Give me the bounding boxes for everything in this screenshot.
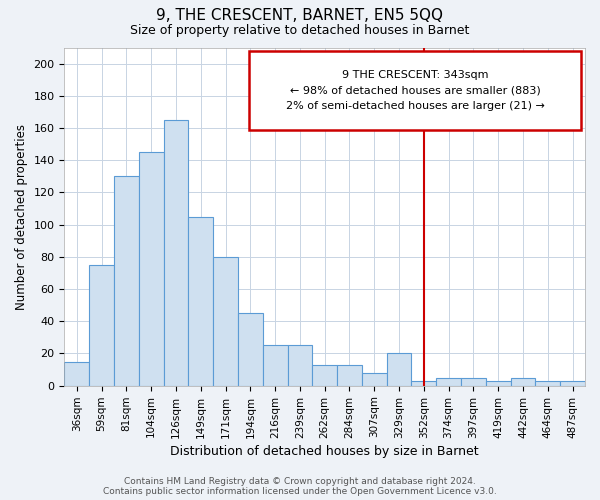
Bar xyxy=(412,381,436,386)
Bar xyxy=(461,378,486,386)
X-axis label: Distribution of detached houses by size in Barnet: Distribution of detached houses by size … xyxy=(170,444,479,458)
Bar xyxy=(337,365,362,386)
Bar xyxy=(511,378,535,386)
Text: Size of property relative to detached houses in Barnet: Size of property relative to detached ho… xyxy=(130,24,470,37)
Text: 9 THE CRESCENT: 343sqm
← 98% of detached houses are smaller (883)
2% of semi-det: 9 THE CRESCENT: 343sqm ← 98% of detached… xyxy=(286,70,545,111)
Y-axis label: Number of detached properties: Number of detached properties xyxy=(15,124,28,310)
Bar xyxy=(263,346,287,386)
Bar xyxy=(164,120,188,386)
Bar xyxy=(139,152,164,386)
Text: 9, THE CRESCENT, BARNET, EN5 5QQ: 9, THE CRESCENT, BARNET, EN5 5QQ xyxy=(157,8,443,22)
Bar xyxy=(89,265,114,386)
Bar xyxy=(64,362,89,386)
Bar xyxy=(114,176,139,386)
Bar xyxy=(386,354,412,386)
Bar xyxy=(287,346,313,386)
Bar xyxy=(313,365,337,386)
Bar xyxy=(213,257,238,386)
Bar xyxy=(535,381,560,386)
FancyBboxPatch shape xyxy=(249,51,581,130)
Bar xyxy=(560,381,585,386)
Bar xyxy=(486,381,511,386)
Bar xyxy=(436,378,461,386)
Bar xyxy=(188,216,213,386)
Bar xyxy=(238,313,263,386)
Text: Contains HM Land Registry data © Crown copyright and database right 2024.
Contai: Contains HM Land Registry data © Crown c… xyxy=(103,476,497,496)
Bar xyxy=(362,373,386,386)
